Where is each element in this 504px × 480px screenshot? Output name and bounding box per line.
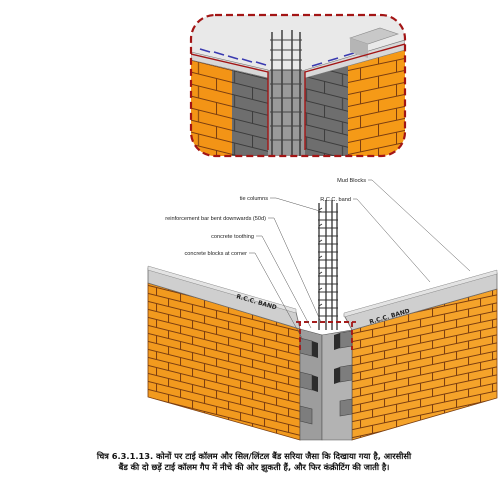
- label-tie-columns: tie columns: [240, 196, 268, 202]
- label-rcc-band: R.C.C. band: [320, 197, 351, 203]
- figure-caption: चित्र 6.3.1.13. कोनों पर टाई कॉलम और सिल…: [14, 451, 494, 473]
- concrete-toothing: [299, 330, 353, 425]
- label-mud-blocks: Mud Blocks: [337, 178, 366, 184]
- inset-left-orange-wall: [191, 60, 232, 156]
- tie-column-stirrups: [318, 207, 338, 317]
- label-reinforcement-bar: reinforcement bar bent downwards (50d): [165, 216, 266, 222]
- corner-detail-inset: [189, 13, 407, 158]
- label-concrete-blocks: concrete blocks at corner: [185, 251, 248, 257]
- leader-lines: [249, 179, 471, 341]
- main-corner-wall: [147, 200, 498, 441]
- inset-dashed-border: [189, 13, 407, 158]
- inset-grey-blocks-left: [232, 70, 268, 156]
- caption-line-1: चित्र 6.3.1.13. कोनों पर टाई कॉलम और सिल…: [96, 451, 412, 461]
- tie-column-rebars: [318, 200, 338, 330]
- caption-line-2: बैंड की दो छड़ें टाई कॉलम गैप में नीचे क…: [118, 462, 390, 472]
- label-concrete-toothing: concrete toothing: [211, 234, 254, 240]
- inset-right-orange-wall: [348, 50, 405, 156]
- inset-grey-blocks-right: [305, 66, 348, 156]
